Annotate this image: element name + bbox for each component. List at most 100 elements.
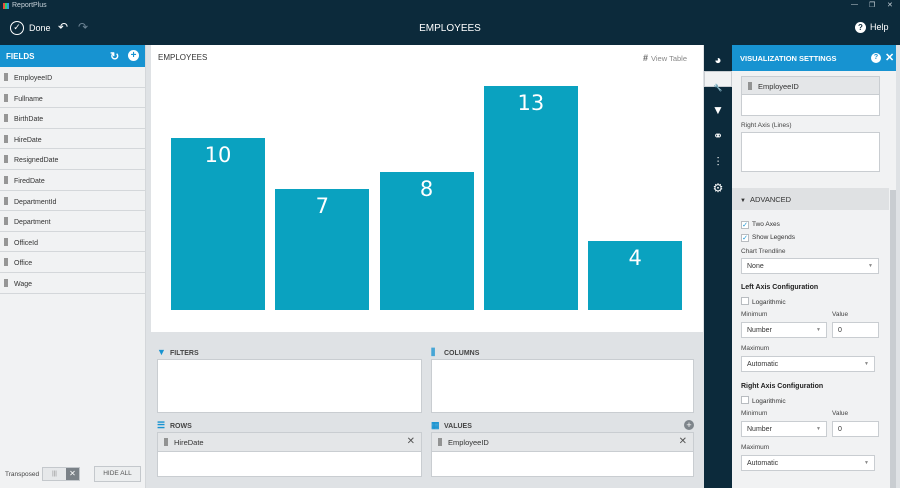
field-label: Fullname bbox=[14, 95, 43, 103]
right-minimum-select[interactable]: Number ▼ bbox=[741, 421, 827, 437]
close-icon[interactable]: ✕ bbox=[885, 52, 895, 64]
minimize-button[interactable]: — bbox=[851, 1, 858, 8]
left-axis-drop-area[interactable]: EmployeeID bbox=[741, 76, 880, 116]
values-drop-area[interactable]: EmployeeID ✕ bbox=[431, 432, 694, 477]
field-item[interactable]: EmployeeID bbox=[0, 67, 145, 88]
bar-value-label: 10 bbox=[204, 142, 232, 167]
help-icon[interactable]: ? bbox=[871, 53, 881, 63]
maximize-button[interactable]: ❐ bbox=[869, 2, 876, 9]
add-field-icon[interactable]: + bbox=[128, 50, 139, 61]
chart-bar[interactable] bbox=[171, 137, 265, 310]
right-maximum-value: Automatic bbox=[747, 460, 779, 467]
link-icon[interactable]: ⚭ bbox=[712, 129, 724, 143]
toggle-off-icon: ✕ bbox=[66, 468, 79, 480]
right-value-label: Value bbox=[832, 410, 849, 417]
field-item[interactable]: Department bbox=[0, 211, 145, 232]
pie-chart-icon[interactable]: ◕ bbox=[714, 53, 722, 67]
refresh-icon[interactable]: ↻ bbox=[110, 51, 120, 63]
fields-panel: FIELDS ↻ + EmployeeID Fullname BirthDate Hi… bbox=[0, 45, 146, 488]
field-item[interactable]: BirthDate bbox=[0, 108, 145, 129]
remove-value-field-icon[interactable]: ✕ bbox=[678, 436, 687, 447]
field-label: HireDate bbox=[14, 136, 42, 144]
viz-field-pill[interactable]: EmployeeID bbox=[742, 77, 879, 95]
drag-handle-icon[interactable] bbox=[4, 134, 8, 143]
field-item[interactable]: Wage bbox=[0, 272, 145, 294]
left-value-label: Value bbox=[832, 311, 849, 318]
right-value-input[interactable]: 0 bbox=[832, 421, 879, 437]
transposed-label: Transposed bbox=[5, 471, 40, 478]
drag-handle-icon[interactable] bbox=[4, 237, 8, 246]
field-item[interactable]: Office bbox=[0, 252, 145, 273]
gear-icon[interactable]: ⚙ bbox=[712, 181, 724, 195]
drag-handle-icon[interactable] bbox=[164, 438, 168, 446]
show-legends-checkbox[interactable]: ✓ Show Legends bbox=[741, 234, 795, 242]
advanced-section-toggle[interactable]: ▼ ADVANCED bbox=[732, 188, 889, 210]
left-minimum-select[interactable]: Number ▼ bbox=[741, 322, 827, 338]
drag-handle-icon[interactable] bbox=[4, 93, 8, 102]
done-check-icon[interactable]: ✓ bbox=[10, 21, 24, 35]
add-value-icon[interactable]: + bbox=[684, 420, 694, 430]
chevron-down-icon: ▼ bbox=[864, 361, 869, 367]
values-field-pill[interactable]: EmployeeID ✕ bbox=[432, 433, 693, 452]
field-item[interactable]: Fullname bbox=[0, 87, 145, 109]
redo-icon[interactable]: ↷ bbox=[78, 20, 89, 34]
field-item[interactable]: HireDate bbox=[0, 128, 145, 150]
done-button[interactable]: Done bbox=[29, 23, 51, 33]
close-window-button[interactable]: ✕ bbox=[887, 2, 893, 9]
two-axes-checkbox[interactable]: ✓ Two Axes bbox=[741, 221, 780, 229]
trendline-select[interactable]: None ▼ bbox=[741, 258, 879, 274]
rows-drop-area[interactable]: HireDate ✕ bbox=[157, 432, 422, 477]
right-logarithmic-checkbox[interactable]: Logarithmic bbox=[741, 396, 786, 405]
remove-row-field-icon[interactable]: ✕ bbox=[406, 436, 415, 447]
right-maximum-select[interactable]: Automatic ▼ bbox=[741, 455, 875, 471]
two-axes-label: Two Axes bbox=[752, 221, 780, 228]
drag-handle-icon[interactable] bbox=[4, 175, 8, 184]
drag-handle-icon[interactable] bbox=[4, 114, 8, 123]
right-axis-drop-area[interactable] bbox=[741, 132, 880, 172]
left-value-input[interactable]: 0 bbox=[832, 322, 879, 338]
rows-field-pill[interactable]: HireDate ✕ bbox=[158, 433, 421, 452]
drag-handle-icon[interactable] bbox=[4, 155, 8, 164]
drag-handle-icon[interactable] bbox=[4, 73, 8, 81]
app-title: ReportPlus bbox=[12, 2, 47, 9]
chart-bar[interactable] bbox=[588, 241, 683, 310]
checkbox-checked-icon: ✓ bbox=[741, 221, 749, 229]
chevron-down-icon: ▼ bbox=[868, 263, 873, 269]
drag-handle-icon[interactable] bbox=[4, 278, 8, 287]
field-label: BirthDate bbox=[14, 116, 44, 124]
filters-drop-area[interactable] bbox=[157, 359, 422, 413]
chart-bar[interactable] bbox=[275, 189, 370, 310]
show-legends-label: Show Legends bbox=[752, 234, 796, 241]
hide-all-button[interactable]: HIDE ALL bbox=[94, 466, 141, 482]
drag-handle-icon[interactable] bbox=[4, 258, 8, 267]
drag-handle-icon[interactable] bbox=[4, 217, 8, 226]
field-item[interactable]: FiredDate bbox=[0, 169, 145, 191]
sliders-icon[interactable]: ⫶ bbox=[716, 155, 720, 169]
undo-icon[interactable]: ↶ bbox=[58, 20, 69, 34]
left-logarithmic-label: Logarithmic bbox=[752, 299, 786, 306]
filter-icon[interactable]: ▼ bbox=[712, 103, 724, 117]
bar-value-label: 7 bbox=[315, 194, 329, 219]
field-item[interactable]: ResignedDate bbox=[0, 149, 145, 170]
chart-bar[interactable] bbox=[379, 172, 474, 310]
app-logo-icon bbox=[3, 3, 9, 9]
transposed-toggle[interactable]: ||| ✕ bbox=[42, 467, 80, 481]
field-label: ResignedDate bbox=[14, 157, 59, 165]
field-item[interactable]: OfficeId bbox=[0, 231, 145, 253]
right-minimum-value: Number bbox=[747, 426, 772, 433]
field-item[interactable]: DepartmentId bbox=[0, 190, 145, 212]
left-logarithmic-checkbox[interactable]: Logarithmic bbox=[741, 297, 786, 306]
drag-handle-icon[interactable] bbox=[438, 438, 442, 446]
values-icon: ▦ bbox=[431, 420, 440, 430]
chart-bar[interactable] bbox=[483, 85, 578, 310]
left-maximum-select[interactable]: Automatic ▼ bbox=[741, 356, 875, 372]
drag-handle-icon[interactable] bbox=[748, 82, 752, 90]
settings-scrollbar[interactable] bbox=[890, 190, 896, 488]
rows-section-label: ☰ ROWS bbox=[157, 420, 192, 430]
columns-drop-area[interactable] bbox=[431, 359, 694, 413]
drag-handle-icon[interactable] bbox=[4, 196, 8, 205]
view-table-button[interactable]: # View Table bbox=[643, 53, 687, 63]
help-button[interactable]: ? Help bbox=[855, 22, 889, 33]
hash-icon: # bbox=[643, 53, 649, 63]
wrench-icon[interactable]: 🔧 bbox=[704, 71, 732, 92]
